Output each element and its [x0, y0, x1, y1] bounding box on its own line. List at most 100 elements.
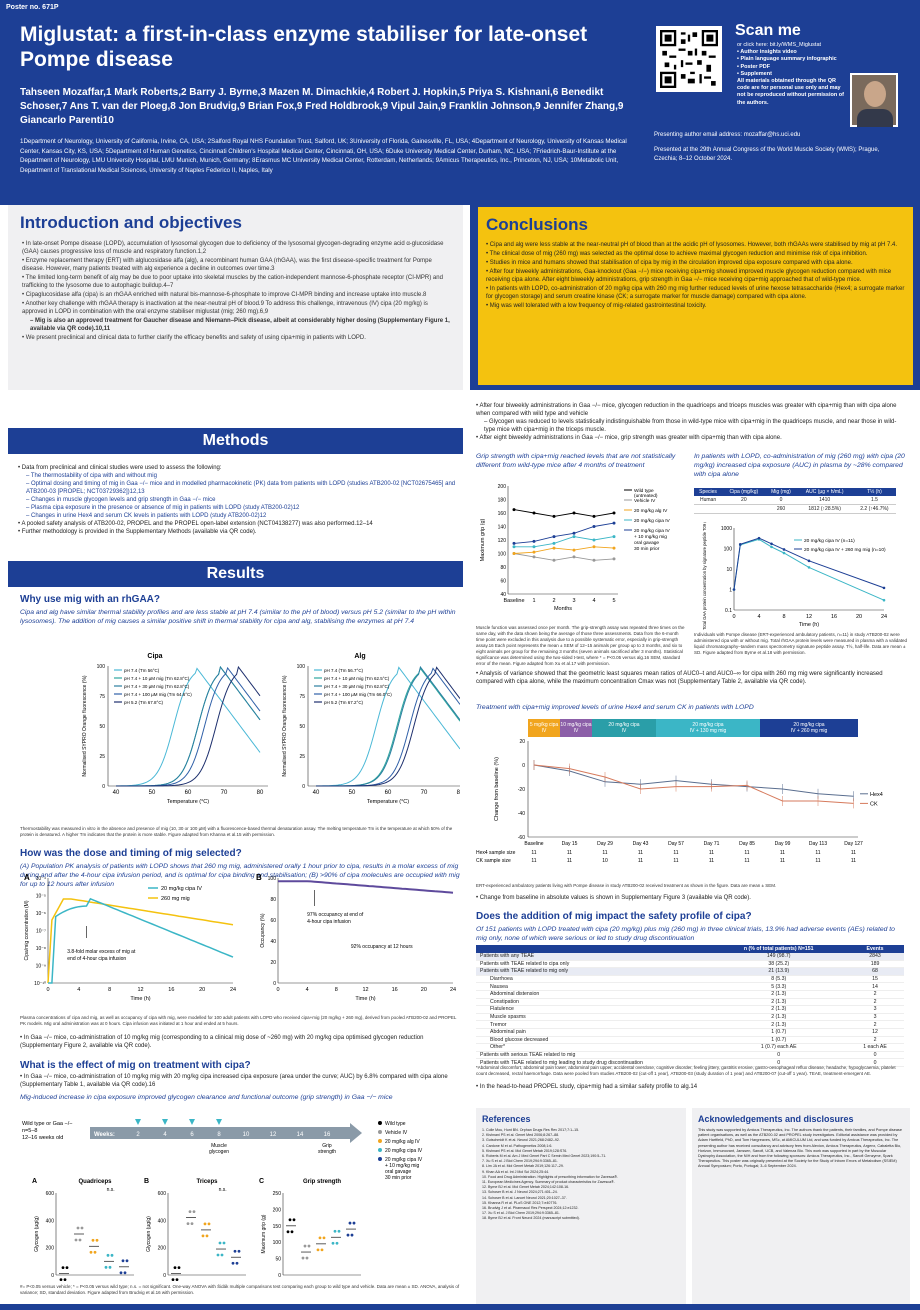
legend-label: Vehicle IV — [634, 498, 656, 504]
week-label: 2 — [136, 1132, 140, 1138]
scan-link[interactable]: or click here: bit.ly/WMS_Miglustat — [737, 42, 822, 48]
week-label: 6 — [190, 1132, 194, 1138]
label-line: strength — [318, 1149, 336, 1155]
table-cell: 2 (1.3) — [711, 1013, 847, 1022]
auc-th: Cipa (mg/kg) — [722, 488, 766, 496]
dose-marker — [135, 1119, 141, 1125]
tick-label: Day 113 — [809, 841, 827, 847]
annotation-line: 3.8-fold molar excess of mig at — [67, 949, 136, 955]
affiliations: 1Department of Neurology, University of … — [20, 138, 627, 174]
tick-label: 60 — [270, 918, 276, 924]
legend-marker — [378, 1148, 382, 1152]
mouse-study-figure: Wild type or Gaa −/− n=5–8 12–16 weeks old… — [22, 1119, 423, 1282]
tick-label: 50 — [275, 1257, 281, 1263]
band-line: 20 mg/kg cipa — [793, 722, 824, 728]
data-point — [331, 1241, 335, 1245]
legend-label: pH 7.4 + 10 µM mig (Tm 62.5°C) — [324, 676, 390, 681]
legend-label: 20 mg/kg cipa IV — [161, 886, 202, 892]
data-point — [80, 1226, 84, 1230]
data-point — [286, 1230, 290, 1234]
dose-heading: How was the dose and timing of mig selec… — [20, 848, 242, 859]
table-cell: Abdominal distension — [476, 990, 712, 999]
tick-label: 80 — [270, 897, 276, 903]
auc-th: Species — [694, 488, 723, 496]
legend-label: Wild type — [385, 1121, 406, 1127]
scan-me-details: or click here: bit.ly/WMS_Miglustat • Au… — [737, 42, 849, 107]
references-list: 1. Colle Mou, Hunt BN. Orphan Drugs Res … — [482, 1128, 680, 1222]
legend-label: 20 mg/kg cipa IV — [634, 518, 671, 524]
label-line: Grip — [322, 1143, 332, 1149]
reference-item: 17. Xu S et al. J Biol Chem 2019;294:9:3… — [482, 1211, 560, 1216]
tick-label: 20 — [199, 987, 205, 993]
tick-label: 50 — [149, 790, 156, 796]
data-point — [292, 1218, 296, 1222]
legend-label: 20 mg/kg cipa IV + 10 mg/kg mig oral gavag… — [385, 1157, 423, 1181]
legend-line: + 10 mg/kg mig — [634, 534, 667, 540]
tick-label: -60 — [518, 835, 525, 841]
legend-marker — [378, 1130, 382, 1134]
reference-item: 4. Cardone M et al. Pathogenetics 2008;1… — [482, 1143, 553, 1148]
auc-th: Mig (mg) — [765, 488, 797, 496]
data-point — [123, 1271, 127, 1275]
y-axis-label: Total GAA protein concentration by signa… — [702, 522, 707, 630]
tick-label: 40 — [313, 790, 320, 796]
scan-item: • Supplement — [737, 70, 772, 77]
sample-size-value: 11 — [673, 850, 678, 856]
tick-label: 160 — [498, 511, 507, 517]
auc-subtitle: In patients with LOPD, co-administration… — [694, 453, 905, 478]
panel-label: C — [259, 1178, 264, 1185]
tick-label: 80 — [500, 565, 506, 571]
band-label: 5 mg/kg cipa IV — [530, 722, 559, 734]
glycogen-grip-bars: A Quadriceps 0 200 400 600 Glycogen (µg/g) n.s.… — [32, 1178, 361, 1282]
band-line: 20 mg/kg cipa — [608, 722, 639, 728]
sample-size-value: 11 — [531, 858, 536, 864]
legend-line: 30 min prior — [634, 546, 660, 552]
tick-label: 100 — [297, 664, 306, 670]
conclusion-bullet: • Cipa and alg were less stable at the n… — [486, 242, 897, 248]
panel-label: B — [144, 1178, 149, 1185]
grip-strength-label: Grip strength — [318, 1143, 336, 1155]
tick-label: 4 — [306, 987, 309, 993]
legend-label: 20 mg/kg alg IV — [634, 508, 668, 514]
treatment-band — [560, 719, 592, 737]
tick-label: 400 — [158, 1218, 167, 1224]
reference-item: 7. Xu S et al. J Biol Chem 2019;294:9:33… — [482, 1159, 558, 1164]
data-point — [348, 1221, 352, 1225]
table-row: Other* 1 (0.7) each AE 1 each AE — [476, 1043, 904, 1052]
methods-bullet: – Changes in urine Hex4 and serum CK lev… — [26, 513, 267, 519]
legend-label: pH 7.4 (Tm 56.7°C) — [324, 668, 364, 673]
series-line — [513, 522, 615, 544]
tick-label: Day 57 — [668, 841, 684, 847]
tick-label: 100 — [498, 552, 507, 558]
acknowledgements-title: Acknowledgements and disclosures — [698, 1114, 854, 1124]
tick-label: 0 — [102, 784, 105, 790]
tick-label: 40 — [270, 939, 276, 945]
table-cell: 2 (1.3) — [711, 1020, 847, 1029]
data-point — [237, 1249, 241, 1253]
data-point — [322, 1236, 326, 1240]
qr-code[interactable] — [656, 26, 722, 92]
y-axis-label: Normalised SYPRO Orange fluorescence (%) — [282, 675, 288, 776]
references-box: References 1. Colle Mou, Hunt BN. Orphan… — [476, 1108, 686, 1304]
x-axis-label: Time (h) — [799, 622, 819, 628]
table-cell: 2 — [846, 990, 904, 999]
sample-size-value: 11 — [744, 850, 749, 856]
table-row: Diarrhoea 8 (5.3) 15 — [476, 975, 904, 984]
table-cell: Patients with any TEAE — [476, 953, 712, 961]
tick-label: 20 — [856, 614, 862, 620]
tick-label: 24 — [450, 987, 456, 993]
tick-label: 120 — [498, 538, 507, 544]
thermo-charts: Cipa Alg 40 50 60 70 80 0 25 50 75 100 Temperature… — [82, 653, 460, 805]
safety-th: Events — [846, 945, 904, 953]
thermo-caption: Thermostability was measured in vitro in… — [20, 826, 453, 837]
scan-item: • Author insights video — [737, 49, 797, 56]
pk-annotation: 3.8-fold molar excess of mig at end of 4-… — [67, 949, 136, 962]
tick-label: 70 — [221, 790, 228, 796]
timeline-line: n=5–8 — [22, 1128, 37, 1134]
data-point — [125, 1259, 129, 1263]
bars-caption: #= P<0.05 versus vehicle; * = P<0.05 ver… — [20, 1284, 460, 1295]
data-point — [119, 1271, 123, 1275]
why-mig-subtitle: Cipa and alg have similar thermal stabil… — [20, 609, 456, 625]
legend-label: Vehicle IV — [385, 1130, 408, 1136]
